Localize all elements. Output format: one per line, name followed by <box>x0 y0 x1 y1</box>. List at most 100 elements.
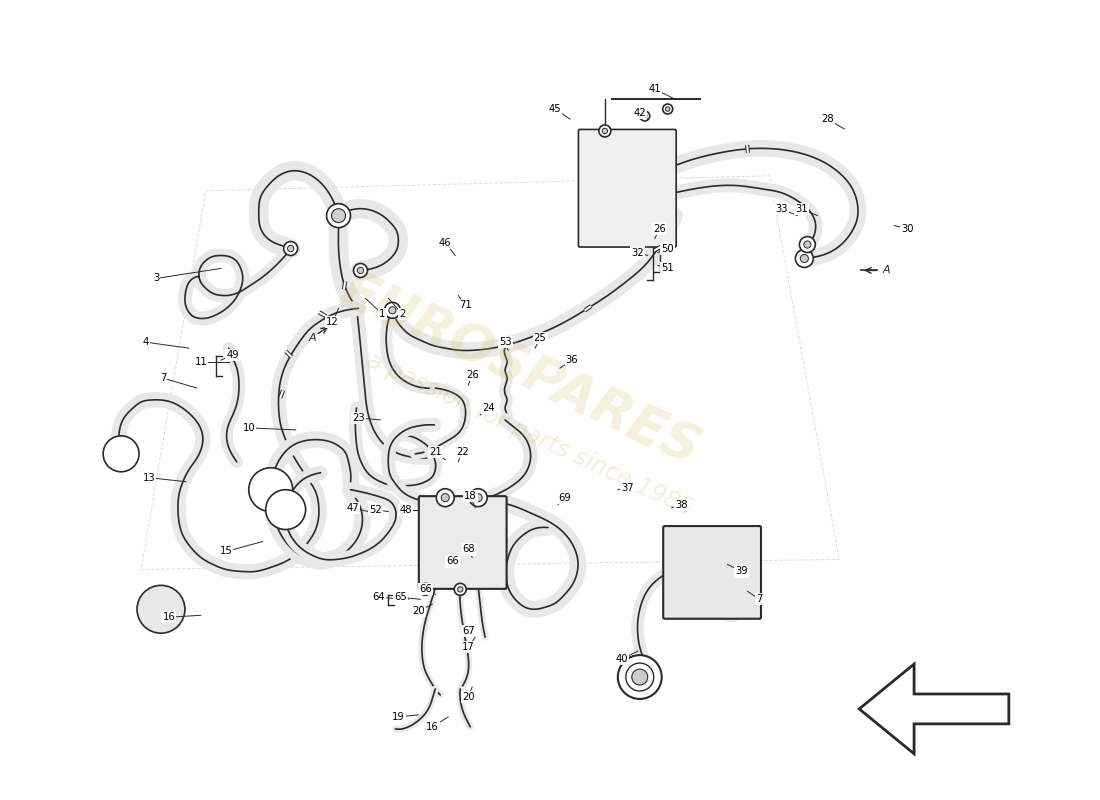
Circle shape <box>662 104 673 114</box>
Text: 7: 7 <box>757 594 762 604</box>
Text: 10: 10 <box>242 423 255 433</box>
Text: 17: 17 <box>462 642 474 652</box>
FancyBboxPatch shape <box>579 130 676 247</box>
Text: 39: 39 <box>735 566 748 577</box>
Text: 7: 7 <box>160 373 166 383</box>
Text: 67: 67 <box>462 626 474 636</box>
Circle shape <box>274 498 298 522</box>
Circle shape <box>116 449 127 459</box>
Text: 52: 52 <box>370 505 382 514</box>
Circle shape <box>331 209 345 222</box>
Text: 51: 51 <box>661 263 674 274</box>
Circle shape <box>103 436 139 472</box>
Text: A: A <box>309 334 317 343</box>
Text: 47: 47 <box>346 502 359 513</box>
Text: 22: 22 <box>455 447 469 457</box>
Text: 50: 50 <box>661 243 674 254</box>
Text: 2: 2 <box>399 310 406 319</box>
Text: 15: 15 <box>219 546 232 557</box>
Circle shape <box>631 669 648 685</box>
Text: a passion for parts since 1985: a passion for parts since 1985 <box>363 349 696 521</box>
Text: 53: 53 <box>498 338 512 347</box>
Text: 13: 13 <box>143 473 155 482</box>
Text: 19: 19 <box>392 712 405 722</box>
Text: 20: 20 <box>462 692 474 702</box>
Text: 36: 36 <box>565 355 579 365</box>
Circle shape <box>384 302 400 318</box>
Circle shape <box>602 128 607 134</box>
Text: 65: 65 <box>394 592 407 602</box>
Text: 25: 25 <box>534 334 547 343</box>
Circle shape <box>474 494 482 502</box>
Text: 4: 4 <box>143 338 150 347</box>
Circle shape <box>441 494 449 502</box>
Circle shape <box>626 663 653 691</box>
Text: 68: 68 <box>462 545 474 554</box>
Text: 45: 45 <box>549 104 561 114</box>
Circle shape <box>801 254 808 262</box>
Text: 41: 41 <box>648 84 661 94</box>
Circle shape <box>470 489 487 506</box>
Text: A: A <box>882 266 890 275</box>
Circle shape <box>800 237 815 253</box>
Circle shape <box>419 583 431 595</box>
Circle shape <box>618 655 662 699</box>
FancyBboxPatch shape <box>419 496 507 589</box>
Text: 42: 42 <box>634 108 646 118</box>
Circle shape <box>640 111 650 121</box>
Text: 69: 69 <box>559 493 571 502</box>
Circle shape <box>256 476 285 504</box>
Circle shape <box>454 583 466 595</box>
Text: 37: 37 <box>621 482 634 493</box>
Circle shape <box>280 504 292 515</box>
Circle shape <box>353 263 367 278</box>
Circle shape <box>249 468 293 512</box>
Circle shape <box>138 586 185 633</box>
Text: 21: 21 <box>429 447 442 457</box>
Text: 20: 20 <box>412 606 425 616</box>
Text: 11: 11 <box>195 357 207 367</box>
Text: 49: 49 <box>227 350 239 360</box>
Text: 26: 26 <box>653 223 667 234</box>
Circle shape <box>642 114 647 118</box>
Text: 28: 28 <box>821 114 834 124</box>
Text: 66: 66 <box>419 584 431 594</box>
Text: 48: 48 <box>399 505 411 514</box>
Text: 66: 66 <box>446 557 459 566</box>
Text: 3: 3 <box>153 274 159 283</box>
Text: 18: 18 <box>464 490 476 501</box>
Text: 30: 30 <box>901 223 913 234</box>
Circle shape <box>666 106 670 111</box>
Text: 33: 33 <box>776 204 788 214</box>
Circle shape <box>358 267 364 274</box>
Text: 64: 64 <box>372 592 385 602</box>
Text: 16: 16 <box>163 612 175 622</box>
Circle shape <box>458 586 463 592</box>
Text: 23: 23 <box>352 413 365 423</box>
Circle shape <box>266 490 306 530</box>
Text: 31: 31 <box>795 204 807 214</box>
Circle shape <box>284 242 298 255</box>
Circle shape <box>388 306 396 314</box>
Text: 71: 71 <box>459 300 472 310</box>
Text: EUROSPARES: EUROSPARES <box>331 264 708 477</box>
Text: 46: 46 <box>439 238 452 247</box>
Text: 32: 32 <box>631 247 645 258</box>
Circle shape <box>327 204 351 228</box>
Circle shape <box>264 483 277 496</box>
Circle shape <box>287 246 294 252</box>
Circle shape <box>437 489 454 506</box>
Text: 38: 38 <box>675 500 688 510</box>
Text: 16: 16 <box>426 722 439 732</box>
Text: 40: 40 <box>616 654 628 664</box>
Circle shape <box>109 442 133 466</box>
Circle shape <box>422 586 428 592</box>
Circle shape <box>145 594 177 626</box>
Polygon shape <box>859 664 1009 754</box>
Circle shape <box>154 602 168 617</box>
Text: 24: 24 <box>482 403 495 413</box>
Text: 26: 26 <box>465 370 478 380</box>
Circle shape <box>598 125 611 137</box>
Circle shape <box>804 241 811 248</box>
Text: 1: 1 <box>379 310 386 319</box>
